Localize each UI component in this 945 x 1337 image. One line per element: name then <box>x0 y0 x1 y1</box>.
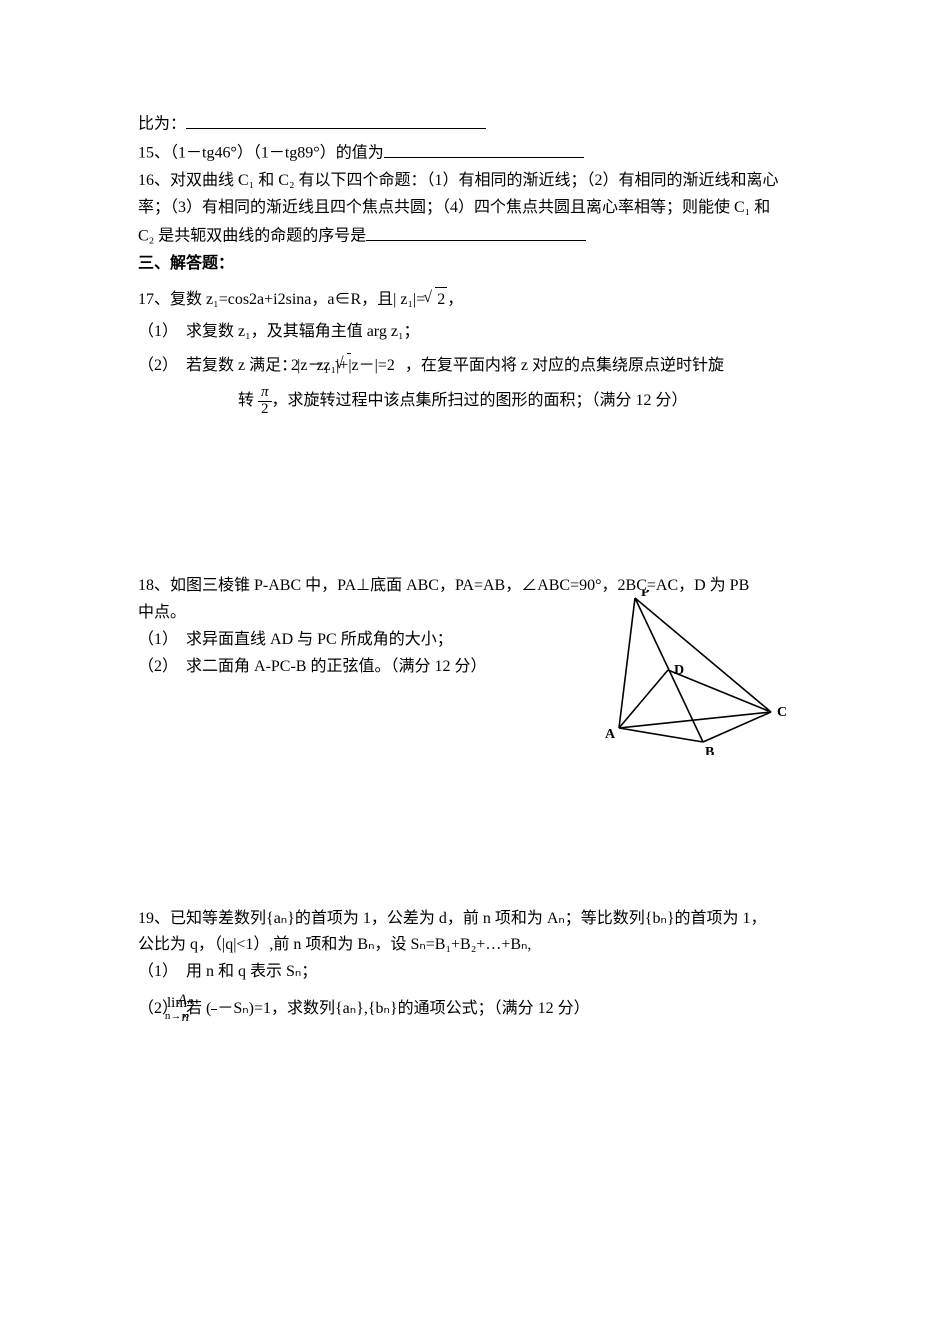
q17-stem: 17、复数 z₁=cos2a+i2sina，a∈R，且| z₁|= 2， <box>138 287 815 313</box>
q17-p2-frac: π 2 <box>258 385 272 418</box>
q16-l3: C₂ 是共轭双曲线的命题的序号是 <box>138 222 815 249</box>
q19-p1-label: （1） <box>138 963 178 980</box>
svg-text:P: P <box>641 590 650 600</box>
q15-number: 15、 <box>138 145 170 162</box>
q18-p1-text: 求异面直线 AD 与 PC 所成角的大小； <box>186 631 453 648</box>
q18-figure: P A B C D <box>595 590 790 755</box>
q17-p1-label: （1） <box>138 323 178 340</box>
geometry-diagram: P A B C D <box>595 590 790 755</box>
q17-p2-frac-num: π <box>258 385 272 402</box>
q19-number: 19、 <box>138 910 170 927</box>
q19-eq: =1，求数列{aₙ},{bₙ}的通项公式；（满分 12 分） <box>254 1000 590 1017</box>
q19-after-frac: －Sₙ <box>217 1000 248 1017</box>
q19-stem-l1: 19、已知等差数列{aₙ}的首项为 1，公差为 d，前 n 项和为 Aₙ；等比数… <box>138 907 815 932</box>
q19-stem-l2: 公比为 q，（|q|<1）,前 n 项和为 Bₙ，设 Sₙ=B₁+B₂+…+Bₙ… <box>138 933 815 958</box>
svg-text:A: A <box>605 727 616 742</box>
q17-part2: （2） 若复数 z 满足：|z－z₁|+|z－z₁|=22，在复平面内将 z 对… <box>138 353 815 379</box>
q17-p2-frac-den: 2 <box>258 402 272 418</box>
q15-blank <box>384 139 584 158</box>
page-content: 比为： 15、（1－tg46°）（1－tg89°）的值为 16、对双曲线 C₁ … <box>0 0 945 1026</box>
q18-p1-label: （1） <box>138 631 178 648</box>
q17-sqrt: 2 <box>435 287 447 313</box>
q14-blank <box>186 110 486 129</box>
q18-number: 18、 <box>138 577 170 594</box>
q17-p2-l2b: ，求旋转过程中该点集所扫过的图形的面积；（满分 12 分） <box>272 392 688 409</box>
q17-number: 17、 <box>138 291 170 308</box>
q19-p1-text: 用 n 和 q 表示 Sₙ； <box>186 963 317 980</box>
q14-prefix: 比为： <box>138 116 186 133</box>
sqrt-icon: 2 <box>395 353 405 379</box>
q16-blank <box>366 222 586 241</box>
q19-part1: （1） 用 n 和 q 表示 Sₙ； <box>138 960 815 985</box>
q16: 16、对双曲线 C₁ 和 C₂ 有以下四个命题：（1）有相同的渐近线；（2）有相… <box>138 169 815 194</box>
svg-text:C: C <box>777 705 787 720</box>
q19-part2: （2） 若 limn→∞(Aₙn－Sₙ)=1，求数列{aₙ},{bₙ}的通项公式… <box>138 993 815 1026</box>
q17-p1-text: 求复数 z₁，及其辐角主值 arg z₁； <box>186 323 420 340</box>
q18-p2-label: （2） <box>138 658 178 675</box>
q17-part2-line2: 转 π 2 ，求旋转过程中该点集所扫过的图形的面积；（满分 12 分） <box>138 385 815 418</box>
q19-stem1: 已知等差数列{aₙ}的首项为 1，公差为 d，前 n 项和为 Aₙ；等比数列{b… <box>170 910 767 927</box>
q17-p2-l2a: 转 <box>238 392 254 409</box>
q18-p2-text: 求二面角 A-PC-B 的正弦值。（满分 12 分） <box>186 658 486 675</box>
q16-number: 16、 <box>138 172 170 189</box>
q16-line3a: C₂ 是共轭双曲线的命题的序号是 <box>138 228 366 245</box>
spacer <box>138 419 815 574</box>
section3-title: 三、解答题： <box>138 252 815 277</box>
q17-p2-c: ，在复平面内将 z 对应的点集绕原点逆时针旋 <box>405 357 724 374</box>
q16-line2: 率；（3）有相同的渐近线且四个焦点共圆；（4）四个焦点共圆且离心率相等；则能使 … <box>138 199 770 216</box>
q17-part1: （1） 求复数 z₁，及其辐角主值 arg z₁； <box>138 320 815 345</box>
q14-tail: 比为： <box>138 110 815 137</box>
q15: 15、（1－tg46°）（1－tg89°）的值为 <box>138 139 815 166</box>
svg-text:D: D <box>674 663 684 678</box>
q16-l2: 率；（3）有相同的渐近线且四个焦点共圆；（4）四个焦点共圆且离心率相等；则能使 … <box>138 196 815 221</box>
q15-text: （1－tg46°）（1－tg89°）的值为 <box>170 145 384 162</box>
sqrt-icon: 2 <box>425 287 447 313</box>
q17-p2-sqrt: 2 <box>347 353 351 379</box>
q17-stem-b: ， <box>447 291 463 308</box>
q17-p2-label: （2） <box>138 357 178 374</box>
svg-text:B: B <box>705 745 714 755</box>
q16-line1: 对双曲线 C₁ 和 C₂ 有以下四个命题：（1）有相同的渐近线；（2）有相同的渐… <box>170 172 779 189</box>
q17-stem-a: 复数 z₁=cos2a+i2sina，a∈R，且| z₁|= <box>170 291 425 308</box>
q17-p2-b: |=2 <box>375 357 395 374</box>
